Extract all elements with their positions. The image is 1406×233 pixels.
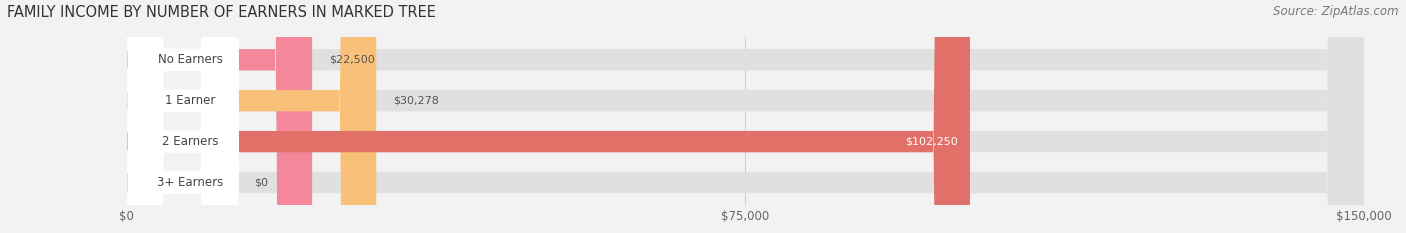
Text: 3+ Earners: 3+ Earners xyxy=(157,176,224,189)
FancyBboxPatch shape xyxy=(127,0,238,233)
Text: No Earners: No Earners xyxy=(157,53,224,66)
FancyBboxPatch shape xyxy=(127,0,238,233)
Text: Source: ZipAtlas.com: Source: ZipAtlas.com xyxy=(1274,5,1399,18)
Text: $0: $0 xyxy=(254,178,269,188)
Text: FAMILY INCOME BY NUMBER OF EARNERS IN MARKED TREE: FAMILY INCOME BY NUMBER OF EARNERS IN MA… xyxy=(7,5,436,20)
Text: $30,278: $30,278 xyxy=(392,96,439,106)
FancyBboxPatch shape xyxy=(127,0,1364,233)
FancyBboxPatch shape xyxy=(127,0,1364,233)
FancyBboxPatch shape xyxy=(127,0,238,233)
FancyBboxPatch shape xyxy=(127,0,312,233)
Text: $22,500: $22,500 xyxy=(329,55,374,65)
FancyBboxPatch shape xyxy=(127,0,1364,233)
Text: 1 Earner: 1 Earner xyxy=(166,94,215,107)
Text: $102,250: $102,250 xyxy=(905,137,957,147)
Text: 2 Earners: 2 Earners xyxy=(162,135,219,148)
FancyBboxPatch shape xyxy=(127,0,238,233)
FancyBboxPatch shape xyxy=(127,0,1364,233)
FancyBboxPatch shape xyxy=(127,0,377,233)
FancyBboxPatch shape xyxy=(127,0,970,233)
